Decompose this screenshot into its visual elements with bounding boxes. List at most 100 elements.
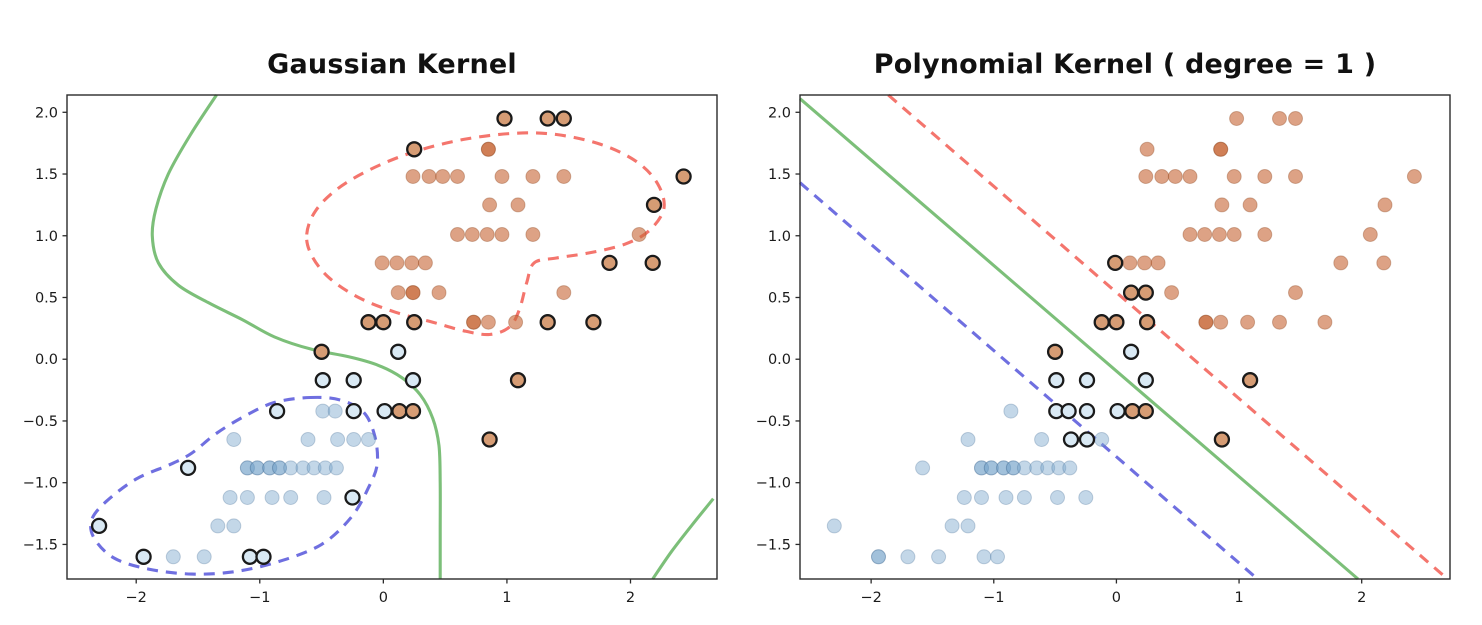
y-tick-label: 2.0 <box>35 105 58 121</box>
y-tick-label: −1.5 <box>23 537 58 553</box>
data-point-blue <box>1016 460 1032 476</box>
x-tick-label: 2 <box>626 590 635 606</box>
data-point-blue <box>996 460 1012 476</box>
data-point-blue <box>239 460 255 476</box>
support-vector-orange <box>1107 254 1124 272</box>
plot-frame <box>799 94 1451 580</box>
blue-margin-contour <box>89 395 380 576</box>
y-tick-label: 0.5 <box>35 290 58 306</box>
support-vector-blue <box>1137 372 1154 389</box>
data-point-orange <box>1122 255 1138 271</box>
support-vector-orange <box>406 314 423 331</box>
y-tick-label: 0.5 <box>768 290 791 306</box>
data-point-blue <box>996 460 1012 476</box>
data-point-orange <box>450 169 465 184</box>
data-point-orange <box>1182 169 1198 184</box>
data-point-orange <box>1226 227 1242 242</box>
decision-boundary-corner <box>651 497 715 580</box>
data-point-blue <box>295 460 311 476</box>
data-point-blue <box>1003 403 1019 419</box>
data-point-blue <box>998 490 1014 505</box>
data-point-orange <box>1213 314 1229 330</box>
data-point-blue <box>306 460 322 476</box>
data-point-orange <box>482 197 498 213</box>
data-point-blue <box>249 460 265 476</box>
data-point-blue <box>1005 460 1021 476</box>
data-point-blue <box>239 460 255 476</box>
blue-margin-line <box>798 181 1259 581</box>
x-tick-label: −1 <box>983 590 1004 606</box>
support-vector-blue <box>1122 343 1140 360</box>
data-point-blue <box>226 432 242 447</box>
support-vector-orange <box>406 141 423 158</box>
data-point-orange <box>1182 227 1198 242</box>
data-point-orange <box>464 227 480 242</box>
data-point-blue <box>1034 432 1050 447</box>
data-point-orange <box>374 255 390 271</box>
data-point-blue <box>300 432 316 447</box>
support-vector-orange <box>1124 402 1141 420</box>
data-point-orange <box>525 227 541 242</box>
support-vector-blue <box>90 517 108 535</box>
data-point-blue <box>346 432 362 447</box>
data-point-blue <box>983 460 999 476</box>
support-vector-orange <box>481 431 498 448</box>
data-point-orange <box>417 255 433 271</box>
y-tick-label: 0.0 <box>768 352 791 368</box>
data-point-orange <box>479 227 495 242</box>
data-point-orange <box>1362 227 1378 242</box>
data-point-orange <box>1226 169 1242 184</box>
support-vector-blue <box>404 372 422 389</box>
support-vector-blue <box>241 548 259 565</box>
data-point-orange <box>1138 169 1154 184</box>
data-point-orange <box>1167 169 1183 184</box>
data-point-orange <box>1406 169 1422 184</box>
support-vector-orange <box>1137 284 1154 301</box>
support-vector-orange <box>1122 284 1140 301</box>
y-tick-label: 1.0 <box>768 229 791 245</box>
data-point-orange <box>1150 255 1166 271</box>
data-point-orange <box>556 169 572 184</box>
y-tick-label: 2.0 <box>768 105 791 121</box>
data-point-orange <box>480 314 496 330</box>
support-vector-orange <box>1213 431 1231 448</box>
data-point-blue <box>974 490 989 505</box>
data-point-orange <box>1288 285 1303 301</box>
data-point-orange <box>1213 141 1229 157</box>
data-point-orange <box>1139 141 1155 157</box>
data-point-blue <box>315 403 331 419</box>
data-point-blue <box>931 549 947 565</box>
x-tick-label: 1 <box>502 590 511 606</box>
panel-title-polynomial: Polynomial Kernel ( degree = 1 ) <box>873 49 1377 81</box>
support-vector-orange <box>644 254 661 272</box>
data-point-blue <box>871 549 886 565</box>
data-point-orange <box>1272 314 1287 330</box>
support-vector-blue <box>1078 402 1096 420</box>
plot-svg-right: −2 −1 0 1 2 2.0 1.5 1.0 0.5 0.0 −0.5 −1.0 −1.5 <box>756 93 1451 606</box>
support-vector-blue <box>268 402 286 420</box>
data-point-orange <box>510 197 526 213</box>
data-point-blue <box>1029 460 1045 476</box>
data-point-orange <box>450 227 465 242</box>
data-point-orange <box>1317 314 1333 330</box>
orange-margin-line <box>887 93 1449 581</box>
data-point-blue <box>1062 460 1078 476</box>
x-tick-label: −2 <box>126 590 147 606</box>
support-vector-orange <box>555 110 572 127</box>
data-point-orange <box>390 285 406 301</box>
data-point-blue <box>956 490 972 505</box>
y-tick-label: −0.5 <box>756 414 791 430</box>
support-vector-orange <box>404 402 422 420</box>
x-tick-label: −1 <box>249 590 270 606</box>
data-point-orange <box>1197 227 1213 242</box>
support-vector-orange <box>375 314 392 331</box>
support-vector-orange <box>1137 402 1154 420</box>
data-point-blue <box>210 518 226 534</box>
decision-boundary <box>150 94 442 579</box>
data-point-blue <box>974 460 989 476</box>
data-point-blue <box>196 549 212 565</box>
support-vector-blue <box>1060 402 1077 420</box>
data-point-blue <box>983 460 999 476</box>
support-vector-orange <box>360 314 377 331</box>
data-point-orange <box>1257 227 1273 242</box>
